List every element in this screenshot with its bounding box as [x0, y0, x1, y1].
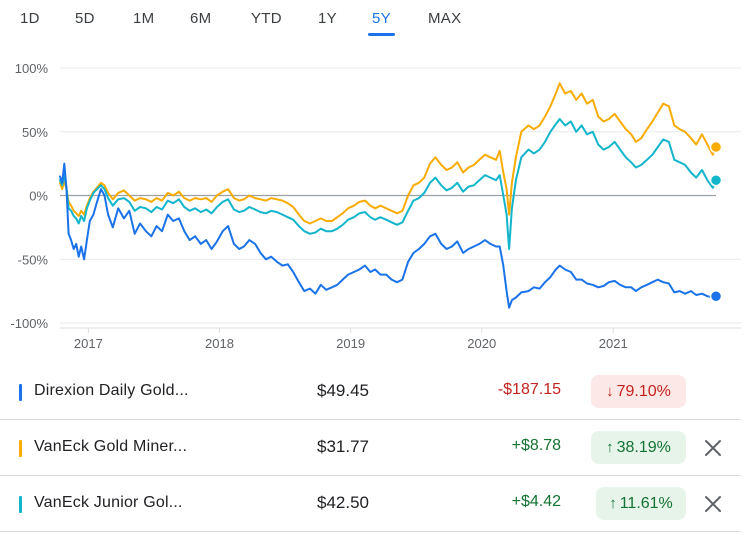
- range-tab-label: 1M: [133, 10, 155, 27]
- series-line: [59, 162, 717, 309]
- range-tab-label: 6M: [190, 10, 212, 27]
- range-tab-label: 1Y: [318, 10, 337, 27]
- range-tab-max[interactable]: MAX: [428, 10, 461, 27]
- x-tick-label: 2019: [336, 336, 365, 351]
- range-tab-ytd[interactable]: YTD: [251, 10, 282, 27]
- series-end-dots: [709, 140, 723, 303]
- range-tab-1d[interactable]: 1D: [20, 10, 40, 27]
- percent-change-value: 79.10%: [616, 382, 671, 400]
- range-tab-5y[interactable]: 5Y: [368, 10, 395, 36]
- active-tab-underline: [368, 33, 395, 36]
- security-name: Direxion Daily Gold...: [34, 382, 189, 399]
- security-price: $31.77: [317, 437, 369, 456]
- percent-change-badge: ↓ 79.10%: [591, 375, 686, 408]
- series-end-dot: [709, 140, 723, 154]
- series-color-swatch: [19, 440, 22, 457]
- series-color-swatch: [19, 496, 22, 513]
- y-tick-label: 50%: [22, 125, 48, 140]
- percent-change-badge: ↑ 11.61%: [596, 487, 686, 520]
- y-tick-label: 100%: [15, 61, 49, 76]
- comparison-row[interactable]: Direxion Daily Gold... $49.45 -$187.15 ↓…: [0, 365, 741, 420]
- performance-chart[interactable]: 100% 50% 0% -50% -100% 2017 2018 2019 2020 2021: [0, 48, 750, 360]
- x-tick-label: 2018: [205, 336, 234, 351]
- percent-change-value: 11.61%: [619, 494, 673, 512]
- series-color-swatch: [19, 384, 22, 401]
- series-end-dot: [709, 289, 723, 303]
- price-change: +$8.78: [511, 437, 561, 454]
- x-tick-label: 2020: [467, 336, 496, 351]
- range-tab-label: MAX: [428, 10, 462, 27]
- security-name: VanEck Gold Miner...: [34, 438, 188, 455]
- y-tick-label: 0%: [29, 189, 48, 204]
- x-tick-label: 2021: [599, 336, 628, 351]
- price-change: -$187.15: [497, 381, 561, 398]
- arrow-up-icon: ↑: [609, 495, 617, 512]
- y-tick-label: -100%: [10, 316, 48, 331]
- arrow-up-icon: ↑: [606, 439, 614, 456]
- y-tick-label: -50%: [18, 252, 49, 267]
- range-tab-label: 5Y: [372, 10, 391, 27]
- percent-change-value: 38.19%: [616, 438, 671, 456]
- range-tab-5d[interactable]: 5D: [75, 10, 95, 27]
- close-icon[interactable]: [702, 493, 724, 515]
- y-tick-labels: 100% 50% 0% -50% -100%: [10, 61, 48, 331]
- series-line: [59, 82, 717, 225]
- security-price: $49.45: [317, 381, 369, 400]
- range-tab-1m[interactable]: 1M: [133, 10, 154, 27]
- security-price: $42.50: [317, 493, 369, 512]
- comparison-row[interactable]: VanEck Gold Miner... $31.77 +$8.78 ↑ 38.…: [0, 421, 741, 476]
- series-end-dot: [709, 173, 723, 187]
- percent-change-badge: ↑ 38.19%: [591, 431, 686, 464]
- x-axis: 2017 2018 2019 2020 2021: [60, 327, 741, 351]
- arrow-down-icon: ↓: [606, 383, 614, 400]
- price-change: +$4.42: [511, 493, 561, 510]
- series-lines-layer: [59, 82, 717, 309]
- range-tab-label: YTD: [251, 10, 282, 27]
- range-tab-label: 5D: [75, 10, 95, 27]
- security-name: VanEck Junior Gol...: [34, 494, 183, 511]
- x-tick-label: 2017: [74, 336, 103, 351]
- series-line: [59, 118, 717, 250]
- range-tab-label: 1D: [20, 10, 40, 27]
- range-tabs: 1D 5D 1M 6M YTD 1Y 5Y MAX: [0, 0, 750, 40]
- range-tab-1y[interactable]: 1Y: [318, 10, 337, 27]
- close-icon[interactable]: [702, 437, 724, 459]
- range-tab-6m[interactable]: 6M: [190, 10, 211, 27]
- comparison-row[interactable]: VanEck Junior Gol... $42.50 +$4.42 ↑ 11.…: [0, 477, 741, 532]
